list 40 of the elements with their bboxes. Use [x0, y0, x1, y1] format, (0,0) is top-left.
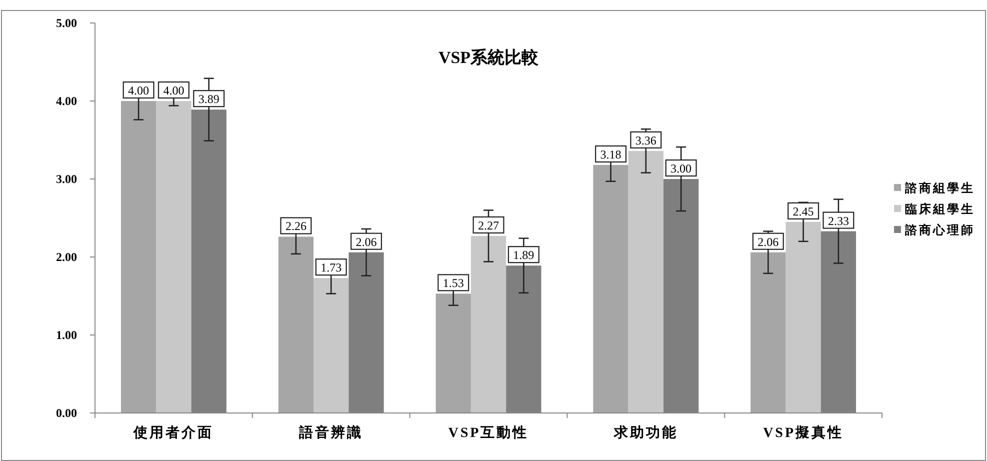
x-tick-label: 求助功能: [612, 425, 678, 441]
bar: [436, 294, 471, 413]
data-label: 3.89: [198, 92, 220, 106]
bar: [628, 150, 664, 413]
bar: [156, 101, 192, 413]
data-label: 3.18: [600, 147, 622, 162]
data-label: 1.89: [513, 248, 534, 262]
data-label: 4.00: [128, 84, 150, 98]
y-tick-label: 0.00: [56, 406, 77, 420]
text: VSP系統比較: [438, 48, 540, 67]
legend-label: 諮商心理師: [904, 223, 975, 237]
x-tick-label: VSP擬真性: [763, 425, 844, 441]
data-label: 2.33: [828, 214, 849, 228]
data-label: 4.00: [163, 84, 184, 98]
data-label: 2.06: [356, 234, 377, 249]
data-label: 1.73: [320, 260, 342, 275]
data-label: 1.53: [442, 276, 464, 290]
data-label: 2.45: [792, 204, 814, 218]
bar: [278, 236, 314, 413]
data-label: 2.06: [758, 234, 779, 249]
data-label: 2.26: [285, 219, 306, 234]
bar: [470, 236, 506, 413]
bar: [120, 101, 156, 413]
bar: [786, 222, 821, 413]
bar: [314, 278, 349, 413]
x-tick-label: 使用者介面: [132, 425, 214, 441]
legend-label: 諮商組學生: [904, 181, 975, 195]
y-tick-label: 4.00: [56, 94, 77, 108]
y-tick-label: 5.00: [56, 16, 77, 30]
y-tick-label: 1.00: [56, 328, 77, 342]
bar: [750, 252, 786, 413]
data-label: 3.36: [635, 133, 656, 148]
bar: [593, 164, 628, 413]
x-tick-label: 語音辨識: [298, 424, 364, 441]
x-tick-label: VSP互動性: [448, 425, 529, 441]
data-label: 3.00: [670, 162, 692, 176]
y-tick-label: 3.00: [56, 172, 77, 186]
legend-label: 臨床組學生: [905, 202, 975, 216]
y-tick-label: 2.00: [56, 250, 77, 264]
data-label: 2.27: [478, 218, 499, 232]
